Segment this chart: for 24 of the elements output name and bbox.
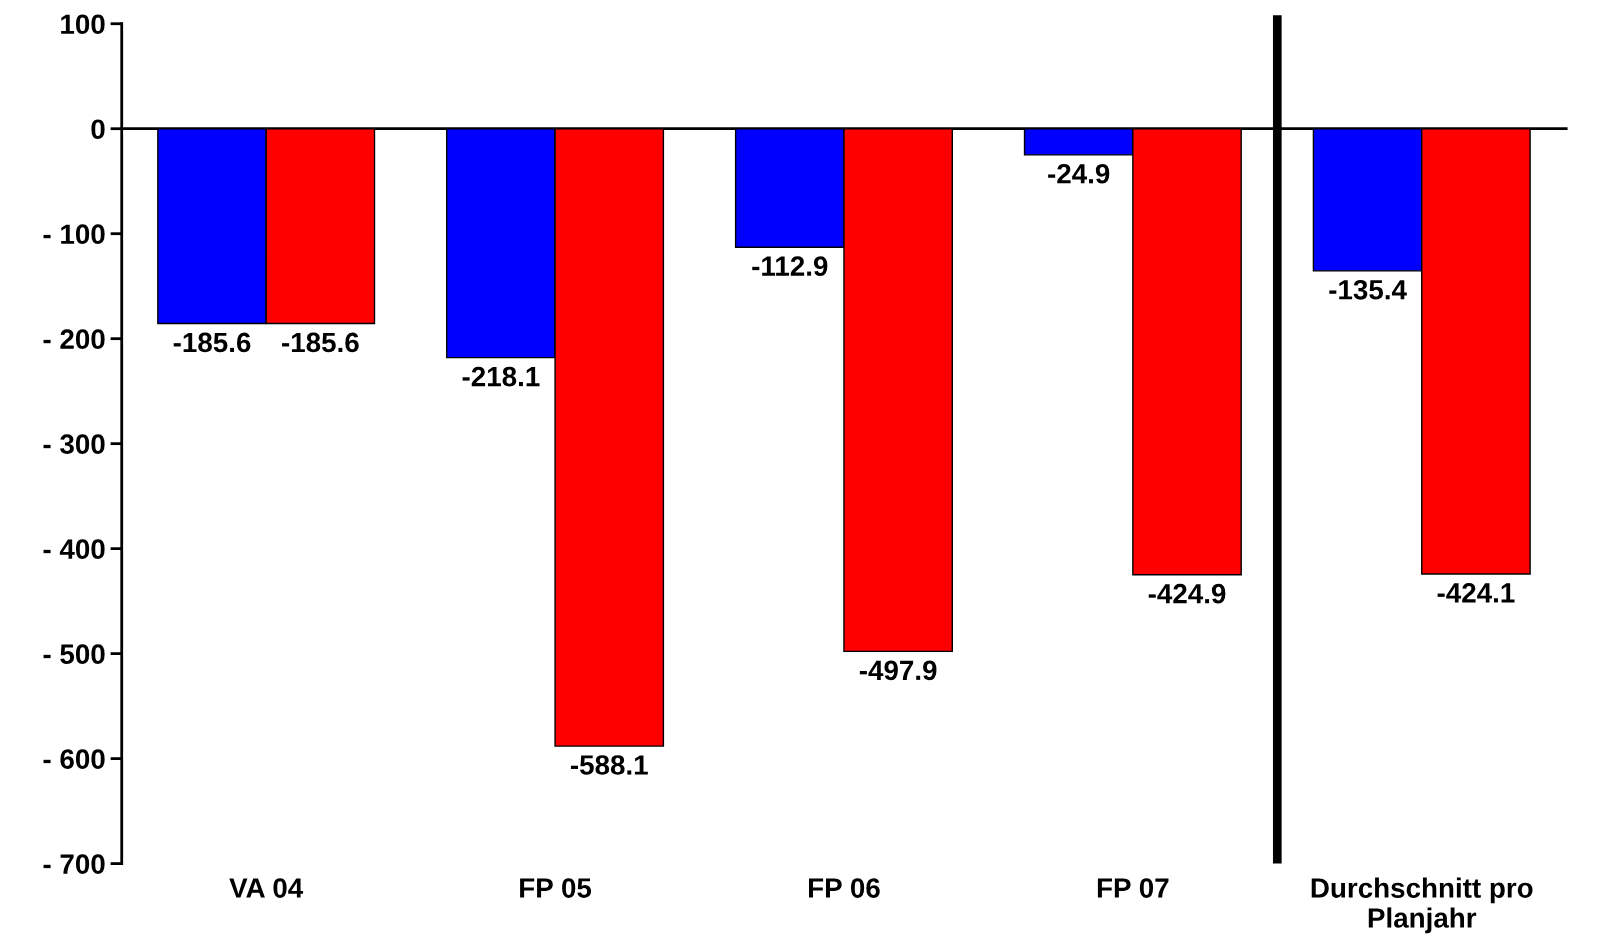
data-label: -497.9 (859, 660, 937, 681)
x-tick-label: Durchschnitt pro Planjahr (1311, 877, 1533, 934)
y-tick-label: - 300 (43, 434, 105, 455)
y-tick-label: 100 (61, 14, 105, 35)
y-tick-label: - 600 (43, 749, 105, 769)
x-tick-label: FP 05 (520, 878, 592, 898)
data-label: -112.9 (752, 256, 828, 276)
x-tick-label: FP 07 (1097, 878, 1169, 898)
y-tick-label: - 200 (43, 329, 105, 350)
x-tick-label: FP 06 (809, 878, 880, 898)
y-tick-label: - 700 (43, 854, 105, 874)
data-label: -185.6 (282, 332, 359, 353)
x-tick-label: VA 04 (229, 878, 304, 898)
y-tick-label: - 400 (43, 539, 105, 559)
data-label: -218.1 (462, 366, 540, 387)
data-label: -185.6 (173, 332, 251, 353)
data-label: -135.4 (1329, 279, 1407, 300)
data-label: -24.9 (1048, 163, 1110, 184)
data-label: -424.1 (1437, 583, 1515, 603)
y-tick-label: 0 (91, 119, 105, 140)
data-label: -588.1 (570, 755, 648, 775)
data-label: -424.9 (1148, 583, 1226, 604)
y-tick-label: - 100 (43, 224, 105, 245)
y-tick-label: - 500 (43, 644, 105, 664)
